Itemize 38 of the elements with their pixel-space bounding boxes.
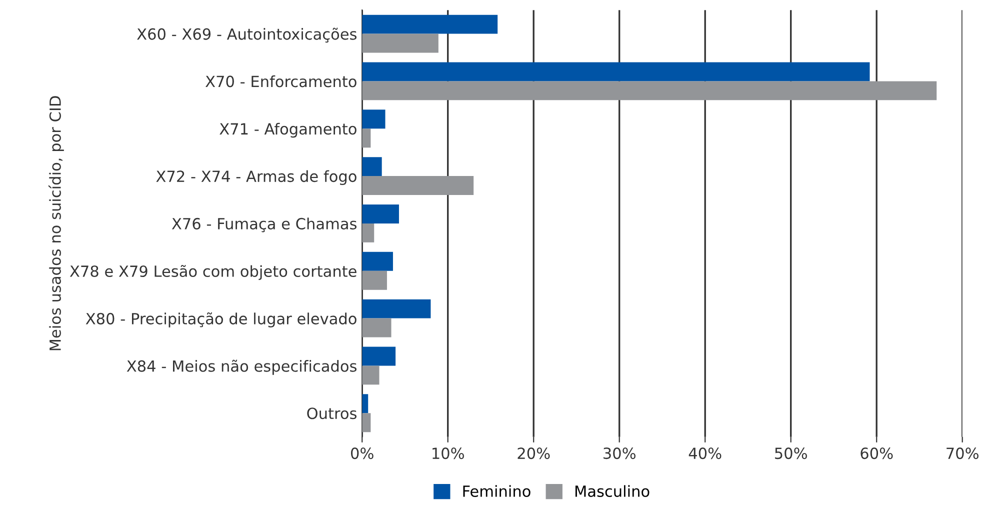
x-tick-label: 60% — [860, 448, 893, 460]
y-tick-label: X84 - Meios não especificados — [126, 360, 357, 375]
legend-label: Masculino — [575, 485, 650, 497]
bar — [362, 299, 431, 318]
y-tick-label: X76 - Fumaça e Chamas — [172, 218, 357, 232]
bar — [362, 157, 382, 176]
bar — [362, 366, 380, 385]
x-tick-label: 0% — [351, 448, 374, 460]
bar — [362, 81, 937, 100]
y-tick-label: X80 - Precipitação de lugar elevado — [86, 312, 356, 328]
y-tick-label: X71 - Afogamento — [220, 122, 356, 138]
bar — [362, 14, 498, 34]
y-tick-label: Outros — [307, 408, 357, 420]
y-tick-label: X78 e X79 Lesão com objeto cortante — [70, 264, 356, 280]
y-axis-title: Meios usados no suicídio, por CID — [48, 96, 64, 350]
legend-label: Feminino — [463, 485, 530, 497]
bar — [362, 62, 870, 82]
bar — [362, 204, 399, 224]
x-tick-label: 40% — [688, 448, 722, 460]
x-tick-label: 10% — [432, 448, 464, 460]
bar — [362, 128, 371, 148]
y-tick-label: X60 - X69 - Autointoxicações — [137, 28, 357, 43]
bar — [362, 252, 393, 271]
bar — [362, 176, 474, 196]
x-tick-label: 50% — [775, 448, 807, 460]
y-tick-label: X72 - X74 - Armas de fogo — [156, 170, 356, 186]
bar — [362, 346, 396, 366]
bar — [362, 318, 392, 338]
bar — [362, 394, 368, 414]
bar — [362, 34, 438, 53]
y-tick-label: X70 - Enforcamento — [206, 75, 356, 88]
bar — [362, 413, 371, 432]
bar — [362, 270, 387, 290]
x-tick-label: 30% — [604, 448, 636, 460]
bar — [362, 223, 374, 242]
x-tick-label: 70% — [946, 448, 978, 460]
x-tick-label: 20% — [518, 448, 550, 460]
bar — [362, 110, 386, 129]
